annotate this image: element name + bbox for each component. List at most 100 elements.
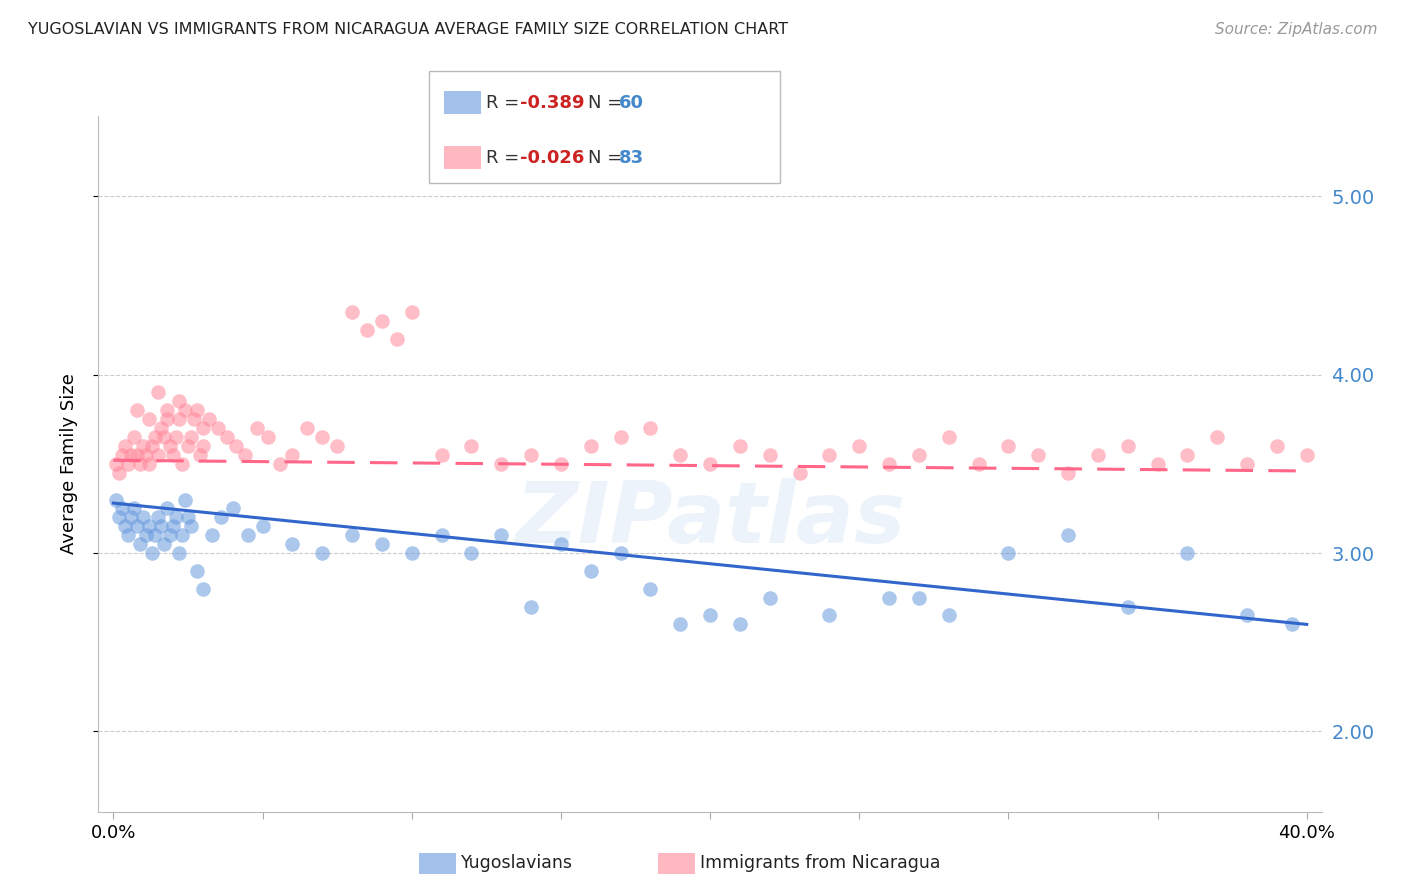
Text: -0.026: -0.026 xyxy=(520,149,585,167)
Point xyxy=(281,537,304,551)
Point xyxy=(135,448,157,462)
Point xyxy=(111,501,134,516)
Point xyxy=(297,421,319,435)
Point xyxy=(221,501,243,516)
Point xyxy=(138,457,160,471)
Point xyxy=(156,403,179,417)
Point xyxy=(401,305,423,319)
Point xyxy=(579,439,602,453)
Point xyxy=(141,439,163,453)
Point xyxy=(997,439,1019,453)
Point xyxy=(1295,448,1317,462)
Point xyxy=(340,305,363,319)
Point xyxy=(108,510,131,524)
Point xyxy=(640,582,662,596)
Point xyxy=(1236,457,1258,471)
Point xyxy=(180,430,202,444)
Point xyxy=(150,421,173,435)
Point xyxy=(167,546,190,560)
Point xyxy=(997,546,1019,560)
Point xyxy=(938,430,960,444)
Point xyxy=(252,519,274,533)
Point xyxy=(311,546,333,560)
Point xyxy=(132,439,155,453)
Point xyxy=(127,448,149,462)
Point xyxy=(489,528,512,542)
Text: N =: N = xyxy=(588,94,627,112)
Point xyxy=(153,537,176,551)
Point xyxy=(908,448,931,462)
Point xyxy=(818,608,841,623)
Point xyxy=(117,528,139,542)
Point xyxy=(609,430,631,444)
Point xyxy=(143,528,166,542)
Point xyxy=(127,403,149,417)
Point xyxy=(159,439,181,453)
Point xyxy=(1265,439,1288,453)
Text: YUGOSLAVIAN VS IMMIGRANTS FROM NICARAGUA AVERAGE FAMILY SIZE CORRELATION CHART: YUGOSLAVIAN VS IMMIGRANTS FROM NICARAGUA… xyxy=(28,22,789,37)
Point xyxy=(162,519,184,533)
Point xyxy=(550,457,572,471)
Point xyxy=(180,519,202,533)
Point xyxy=(579,564,602,578)
Point xyxy=(146,510,169,524)
Point xyxy=(167,394,190,409)
Point xyxy=(129,457,152,471)
Point xyxy=(460,439,482,453)
Point xyxy=(138,412,160,426)
Point xyxy=(170,457,193,471)
Point xyxy=(640,421,662,435)
Point xyxy=(117,457,139,471)
Point xyxy=(225,439,247,453)
Point xyxy=(165,430,187,444)
Point xyxy=(1116,599,1139,614)
Point xyxy=(170,528,193,542)
Point xyxy=(215,430,238,444)
Point xyxy=(191,582,214,596)
Point xyxy=(127,519,149,533)
Point xyxy=(430,528,453,542)
Point xyxy=(967,457,990,471)
Point xyxy=(201,528,224,542)
Point xyxy=(699,608,721,623)
Point xyxy=(1177,448,1199,462)
Point xyxy=(174,403,197,417)
Point xyxy=(146,448,169,462)
Point xyxy=(183,412,205,426)
Point xyxy=(105,457,128,471)
Point xyxy=(245,421,267,435)
Point xyxy=(177,439,200,453)
Point xyxy=(758,448,780,462)
Text: 83: 83 xyxy=(619,149,644,167)
Point xyxy=(174,492,197,507)
Point xyxy=(877,591,900,605)
Point xyxy=(111,448,134,462)
Point xyxy=(789,466,811,480)
Point xyxy=(489,457,512,471)
Point xyxy=(141,546,163,560)
Point xyxy=(177,510,200,524)
Point xyxy=(281,448,304,462)
Point xyxy=(669,617,692,632)
Point xyxy=(550,537,572,551)
Point xyxy=(159,528,181,542)
Point xyxy=(758,591,780,605)
Point xyxy=(162,448,184,462)
Point xyxy=(233,448,256,462)
Point xyxy=(269,457,291,471)
Point xyxy=(520,599,543,614)
Point xyxy=(156,501,179,516)
Point xyxy=(191,439,214,453)
Point xyxy=(699,457,721,471)
Point xyxy=(1087,448,1109,462)
Text: Yugoslavians: Yugoslavians xyxy=(461,855,574,872)
Point xyxy=(120,448,142,462)
Point xyxy=(1026,448,1049,462)
Point xyxy=(165,510,187,524)
Point xyxy=(1057,466,1080,480)
Point xyxy=(401,546,423,560)
Point xyxy=(167,412,190,426)
Point xyxy=(150,519,173,533)
Point xyxy=(236,528,259,542)
Point xyxy=(146,385,169,400)
